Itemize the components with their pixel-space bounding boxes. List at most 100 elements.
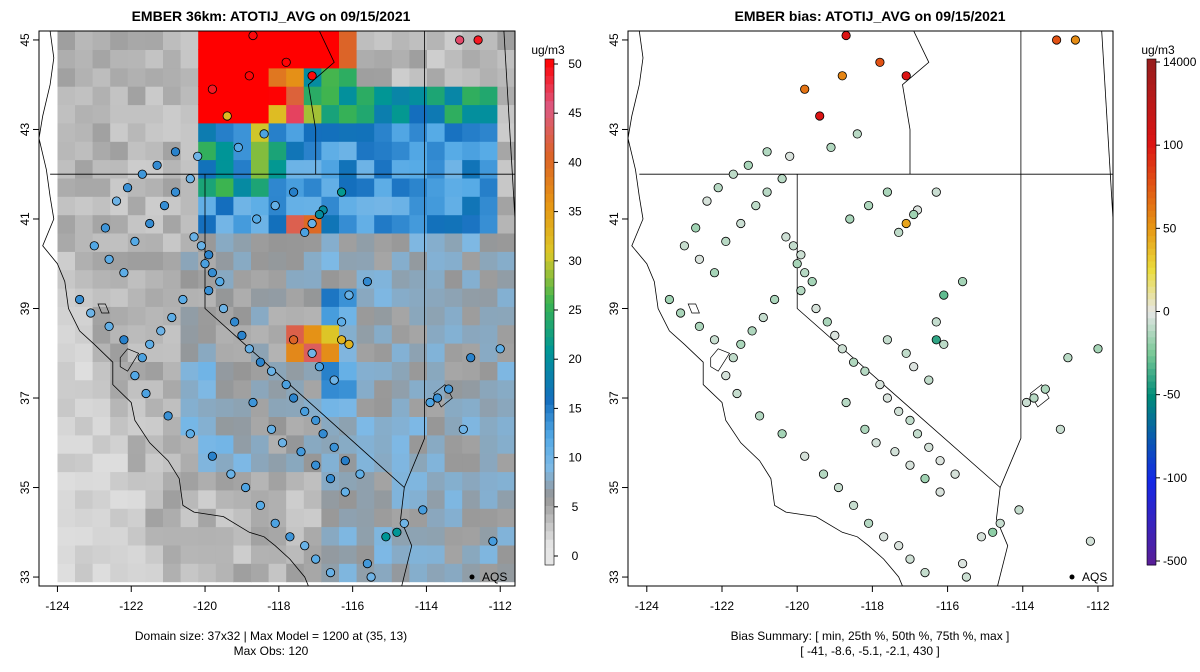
heatmap-cell	[198, 434, 217, 454]
heatmap-cell	[286, 104, 305, 124]
observation-point	[1055, 424, 1066, 434]
heatmap-cell	[479, 361, 498, 381]
heatmap-cell	[198, 196, 217, 216]
heatmap-cell	[479, 508, 498, 528]
heatmap-cell	[444, 324, 463, 344]
y-tick-label: 35	[607, 481, 621, 495]
heatmap-cell	[286, 306, 305, 326]
colorbar-swatch	[1147, 514, 1156, 522]
heatmap-cell	[409, 177, 428, 197]
heatmap-cell	[57, 232, 76, 252]
heatmap-cell	[427, 434, 446, 454]
colorbar-swatch	[545, 463, 554, 473]
observation-point	[288, 187, 299, 197]
heatmap-cell	[251, 251, 270, 271]
observation-point	[89, 241, 99, 251]
observation-point	[811, 303, 821, 314]
heatmap-cell	[180, 31, 199, 50]
observation-point	[207, 84, 217, 94]
heatmap-cell	[75, 508, 94, 528]
observation-point	[702, 196, 712, 206]
heatmap-cell	[374, 489, 393, 509]
heatmap-cell	[374, 104, 393, 124]
heatmap-cell	[92, 508, 111, 528]
heatmap-cell	[444, 177, 463, 197]
domain-margin	[39, 31, 58, 586]
observation-point	[924, 442, 934, 452]
heatmap-cell	[479, 544, 498, 564]
colorbar-swatch	[1147, 204, 1156, 212]
heatmap-cell	[110, 177, 129, 197]
colorbar-swatch	[1147, 242, 1156, 250]
heatmap-cell	[110, 104, 129, 124]
observation-point	[950, 469, 960, 479]
heatmap-cell	[198, 508, 217, 528]
heatmap-cell	[57, 214, 76, 234]
observation-point	[86, 308, 96, 318]
observation-point	[781, 232, 791, 242]
colorbar-swatch	[545, 362, 554, 372]
heatmap-cell	[57, 471, 76, 491]
heatmap-cell	[57, 398, 76, 417]
colorbar-swatch	[1147, 444, 1156, 452]
heatmap-cell	[462, 287, 481, 307]
y-tick-label: 39	[607, 302, 621, 316]
colorbar-swatch	[1147, 470, 1156, 477]
observation-point	[325, 473, 336, 484]
x-tick-label: -124	[635, 599, 659, 613]
observation-point	[488, 536, 498, 546]
heatmap-cell	[215, 343, 234, 362]
heatmap-cell	[356, 343, 375, 362]
heatmap-cell	[92, 306, 111, 326]
observation-point	[418, 505, 428, 515]
heatmap-cell	[286, 122, 305, 142]
colorbar-swatch	[545, 506, 554, 515]
x-tick-label: -120	[785, 599, 809, 613]
lake-outline	[687, 303, 700, 314]
heatmap-cell	[57, 324, 76, 344]
colorbar-swatch	[1147, 274, 1156, 281]
colorbar-swatch	[545, 430, 554, 439]
colorbar-swatch	[1147, 280, 1156, 288]
heatmap-cell	[303, 306, 322, 326]
observation-point	[815, 111, 825, 121]
observation-point	[788, 241, 799, 251]
observation-point	[285, 532, 295, 542]
heatmap-cell	[286, 67, 305, 87]
heatmap-cell	[286, 471, 305, 491]
heatmap-cell	[444, 489, 463, 509]
heatmap-cell	[479, 471, 498, 491]
heatmap-cell	[286, 416, 305, 436]
colorbar-swatch	[1147, 90, 1156, 98]
y-tick-label: 33	[607, 570, 621, 584]
heatmap-cell	[339, 416, 358, 436]
heatmap-cell	[497, 104, 515, 124]
heatmap-cell	[427, 508, 446, 528]
heatmap-cell	[409, 471, 428, 491]
heatmap-cell	[479, 104, 498, 124]
heatmap-cell	[321, 526, 340, 546]
observation-point	[800, 268, 810, 278]
heatmap-cell	[409, 86, 428, 106]
observation-point	[931, 187, 941, 197]
heatmap-cell	[427, 31, 446, 50]
heatmap-cell	[145, 269, 164, 289]
heatmap-cell	[374, 214, 393, 234]
heatmap-cell	[356, 489, 375, 509]
heatmap-cell	[180, 269, 199, 289]
heatmap-cell	[268, 287, 287, 307]
observation-point	[800, 84, 810, 94]
heatmap-cell	[462, 232, 481, 252]
heatmap-cell	[75, 489, 94, 509]
colorbar-swatch	[545, 210, 554, 220]
heatmap-cell	[92, 141, 111, 161]
heatmap-cell	[286, 214, 305, 234]
observation-point	[935, 487, 945, 497]
colorbar-tick-label: 10	[568, 451, 582, 465]
colorbar-swatch	[1147, 463, 1156, 471]
heatmap-cell	[268, 544, 287, 564]
observation-point	[901, 71, 911, 81]
heatmap-cell	[321, 343, 340, 362]
heatmap-cell	[75, 343, 94, 362]
heatmap-cell	[127, 434, 146, 454]
